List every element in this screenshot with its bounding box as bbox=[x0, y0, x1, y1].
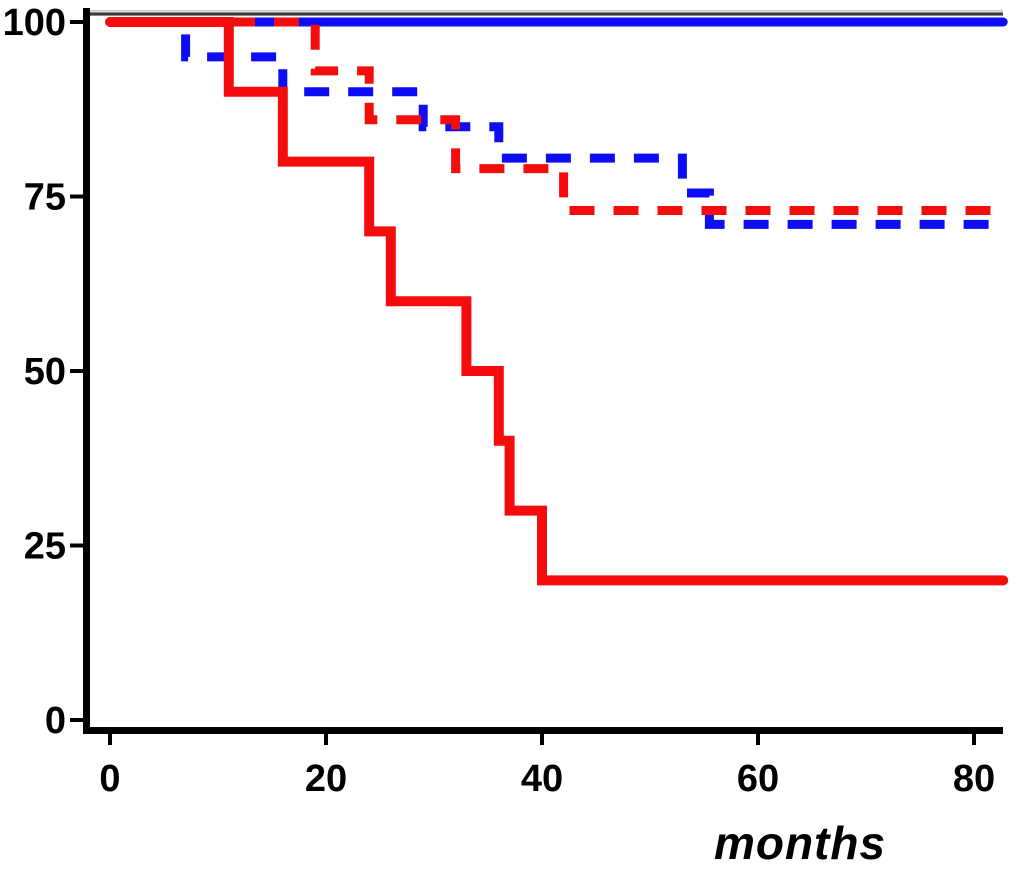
y-tick-label-50: 50 bbox=[24, 351, 66, 393]
x-tick-label-20: 20 bbox=[305, 758, 347, 800]
series-dashed-red bbox=[110, 17, 1004, 215]
y-tick-label-100: 100 bbox=[3, 2, 66, 44]
x-tick-40 bbox=[540, 734, 544, 745]
x-tick-label-60: 60 bbox=[737, 758, 779, 800]
y-tick-label-25: 25 bbox=[24, 526, 66, 568]
y-tick-label-0: 0 bbox=[45, 700, 66, 742]
y-axis-line bbox=[83, 8, 90, 734]
x-tick-label-0: 0 bbox=[99, 758, 120, 800]
x-axis-title: months bbox=[713, 817, 887, 869]
x-tick-0 bbox=[108, 734, 112, 745]
plot-top-border-highlight bbox=[90, 10, 1003, 12]
y-tick-0 bbox=[70, 718, 83, 722]
x-tick-80 bbox=[972, 734, 976, 745]
x-tick-60 bbox=[756, 734, 760, 745]
series-dashed-blue bbox=[110, 17, 1004, 229]
y-tick-25 bbox=[70, 543, 83, 548]
x-tick-20 bbox=[324, 734, 328, 745]
y-tick-100 bbox=[70, 20, 83, 24]
series-solid-red bbox=[105, 17, 1009, 586]
y-tick-50 bbox=[70, 369, 83, 373]
x-tick-label-80: 80 bbox=[953, 758, 995, 800]
plot-top-border bbox=[90, 12, 1003, 16]
y-tick-label-75: 75 bbox=[24, 177, 66, 219]
x-tick-label-40: 40 bbox=[521, 758, 563, 800]
y-tick-75 bbox=[70, 194, 83, 199]
x-axis-line bbox=[83, 727, 1003, 734]
